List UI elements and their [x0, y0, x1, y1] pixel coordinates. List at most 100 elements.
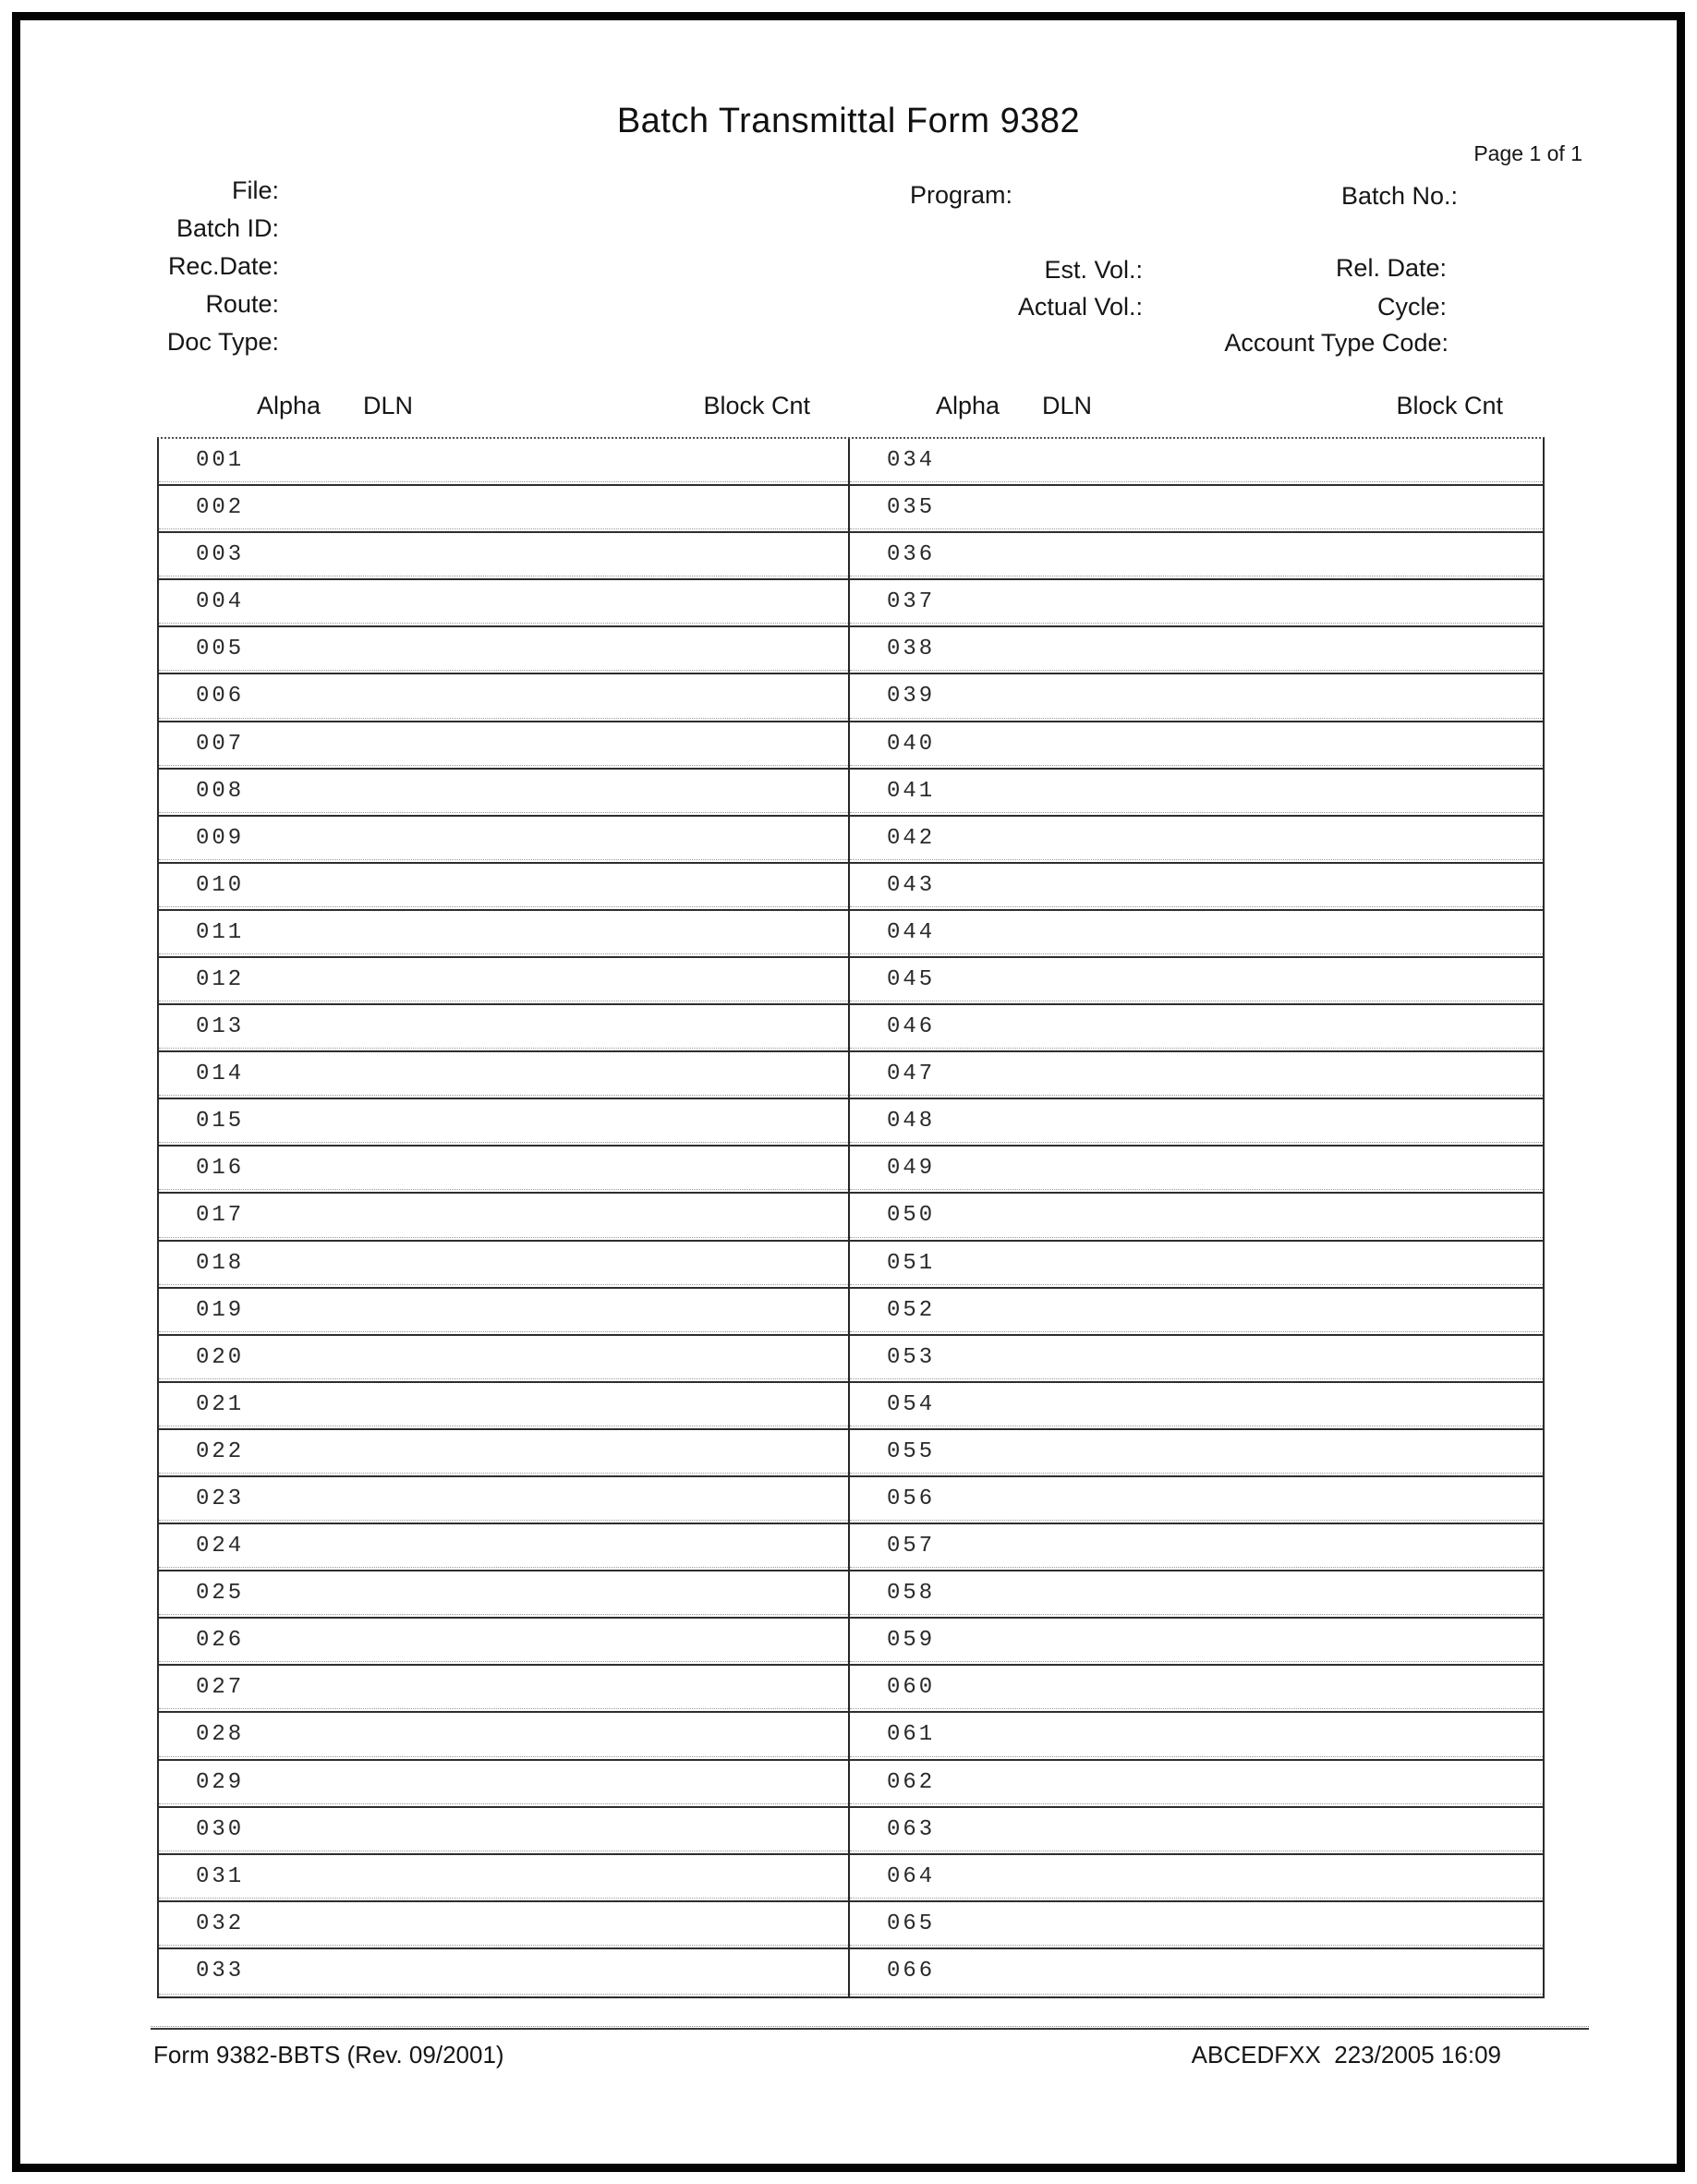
table-row: 020 — [159, 1336, 848, 1383]
table-row: 029 — [159, 1761, 848, 1808]
row-alpha-number: 020 — [196, 1344, 245, 1370]
table-row: 018 — [159, 1242, 848, 1289]
row-alpha-number: 004 — [196, 589, 245, 615]
row-alpha-number: 035 — [887, 495, 936, 521]
col-header-dln: DLN — [1042, 392, 1093, 419]
row-alpha-number: 058 — [887, 1581, 936, 1607]
table-row: 009 — [159, 817, 848, 864]
table-row: 041 — [850, 770, 1543, 817]
table-row: 006 — [159, 674, 848, 722]
row-alpha-number: 021 — [196, 1391, 245, 1417]
col-header-alpha: Alpha — [257, 392, 321, 419]
row-alpha-number: 055 — [887, 1438, 936, 1464]
row-alpha-number: 019 — [196, 1297, 245, 1323]
row-alpha-number: 054 — [887, 1391, 936, 1417]
field-labels-left: File: Batch ID: Rec.Date: Route: Doc Typ… — [111, 172, 279, 361]
col-header-dln: DLN — [363, 392, 414, 419]
table-row: 013 — [159, 1005, 848, 1053]
field-label-batch-id: Batch ID: — [176, 214, 279, 242]
row-alpha-number: 012 — [196, 966, 245, 992]
col-header-block-cnt: Block Cnt — [703, 392, 810, 419]
row-alpha-number: 016 — [196, 1156, 245, 1182]
table-row: 057 — [850, 1524, 1543, 1572]
row-alpha-number: 043 — [887, 872, 936, 898]
table-row: 023 — [159, 1477, 848, 1525]
table-row: 034 — [850, 439, 1543, 487]
table-column-right: 034 035 036 037 038 039 040 041 042 043 044 045 046 0… — [850, 439, 1543, 1996]
table-row: 063 — [850, 1808, 1543, 1855]
row-alpha-number: 049 — [887, 1156, 936, 1182]
table-row: 056 — [850, 1477, 1543, 1525]
field-label-route: Route: — [205, 290, 279, 318]
row-alpha-number: 031 — [196, 1863, 245, 1889]
table-row: 024 — [159, 1524, 848, 1572]
row-alpha-number: 051 — [887, 1250, 936, 1276]
row-alpha-number: 015 — [196, 1109, 245, 1134]
row-alpha-number: 053 — [887, 1344, 936, 1370]
row-alpha-number: 056 — [887, 1486, 936, 1511]
row-alpha-number: 057 — [887, 1534, 936, 1559]
table-row: 008 — [159, 770, 848, 817]
row-alpha-number: 017 — [196, 1203, 245, 1229]
row-alpha-number: 024 — [196, 1534, 245, 1559]
table-row: 045 — [850, 958, 1543, 1006]
table-row: 035 — [850, 486, 1543, 534]
table-row: 017 — [159, 1194, 848, 1242]
row-alpha-number: 018 — [196, 1250, 245, 1276]
row-alpha-number: 060 — [887, 1675, 936, 1701]
table-row: 058 — [850, 1571, 1543, 1620]
row-alpha-number: 029 — [196, 1769, 245, 1795]
row-alpha-number: 030 — [196, 1816, 245, 1842]
table-row: 052 — [850, 1289, 1543, 1336]
field-label-cycle: Cycle: — [1376, 293, 1447, 321]
table-row: 005 — [159, 627, 848, 675]
row-alpha-number: 005 — [196, 637, 245, 662]
table-row: 054 — [850, 1383, 1543, 1430]
row-alpha-number: 011 — [196, 919, 245, 945]
row-alpha-number: 048 — [887, 1109, 936, 1134]
table-row: 040 — [850, 722, 1543, 770]
table-row: 010 — [159, 864, 848, 911]
field-label-account-type-code: Account Type Code: — [1224, 329, 1449, 357]
table-row: 004 — [159, 580, 848, 628]
table-row: 021 — [159, 1383, 848, 1430]
row-alpha-number: 040 — [887, 731, 936, 757]
row-alpha-number: 007 — [196, 731, 245, 757]
column-headers-left: Alpha DLN Block Cnt — [157, 392, 850, 425]
col-header-alpha: Alpha — [936, 392, 1000, 419]
row-alpha-number: 037 — [887, 589, 936, 615]
table-row: 036 — [850, 533, 1543, 581]
row-alpha-number: 066 — [887, 1958, 936, 1984]
table-row: 026 — [159, 1619, 848, 1667]
row-alpha-number: 006 — [196, 684, 245, 710]
table-row: 019 — [159, 1289, 848, 1336]
row-alpha-number: 046 — [887, 1014, 936, 1040]
row-alpha-number: 010 — [196, 872, 245, 898]
footer-form-id: Form 9382-BBTS (Rev. 09/2001) — [153, 2041, 504, 2069]
row-alpha-number: 003 — [196, 542, 245, 568]
table-row: 062 — [850, 1761, 1543, 1808]
table-row: 065 — [850, 1902, 1543, 1949]
row-alpha-number: 050 — [887, 1203, 936, 1229]
row-alpha-number: 044 — [887, 919, 936, 945]
column-headers-right: Alpha DLN Block Cnt — [850, 392, 1545, 425]
row-alpha-number: 014 — [196, 1062, 245, 1087]
row-alpha-number: 038 — [887, 637, 936, 662]
field-label-program: Program: — [910, 181, 1013, 209]
col-header-block-cnt: Block Cnt — [1396, 392, 1503, 419]
row-alpha-number: 009 — [196, 825, 245, 851]
row-alpha-number: 025 — [196, 1581, 245, 1607]
page-indicator: Page 1 of 1 — [1473, 141, 1582, 165]
row-alpha-number: 008 — [196, 778, 245, 804]
row-alpha-number: 033 — [196, 1958, 245, 1984]
table-row: 025 — [159, 1571, 848, 1620]
footer-system-stamp: ABCEDFXX 223/2005 16:09 — [1191, 2041, 1501, 2069]
row-alpha-number: 032 — [196, 1911, 245, 1936]
table-row: 028 — [159, 1713, 848, 1761]
table-row: 043 — [850, 864, 1543, 911]
row-alpha-number: 047 — [887, 1062, 936, 1087]
field-label-file: File: — [231, 176, 279, 204]
table-row: 007 — [159, 722, 848, 770]
table-row: 003 — [159, 533, 848, 581]
